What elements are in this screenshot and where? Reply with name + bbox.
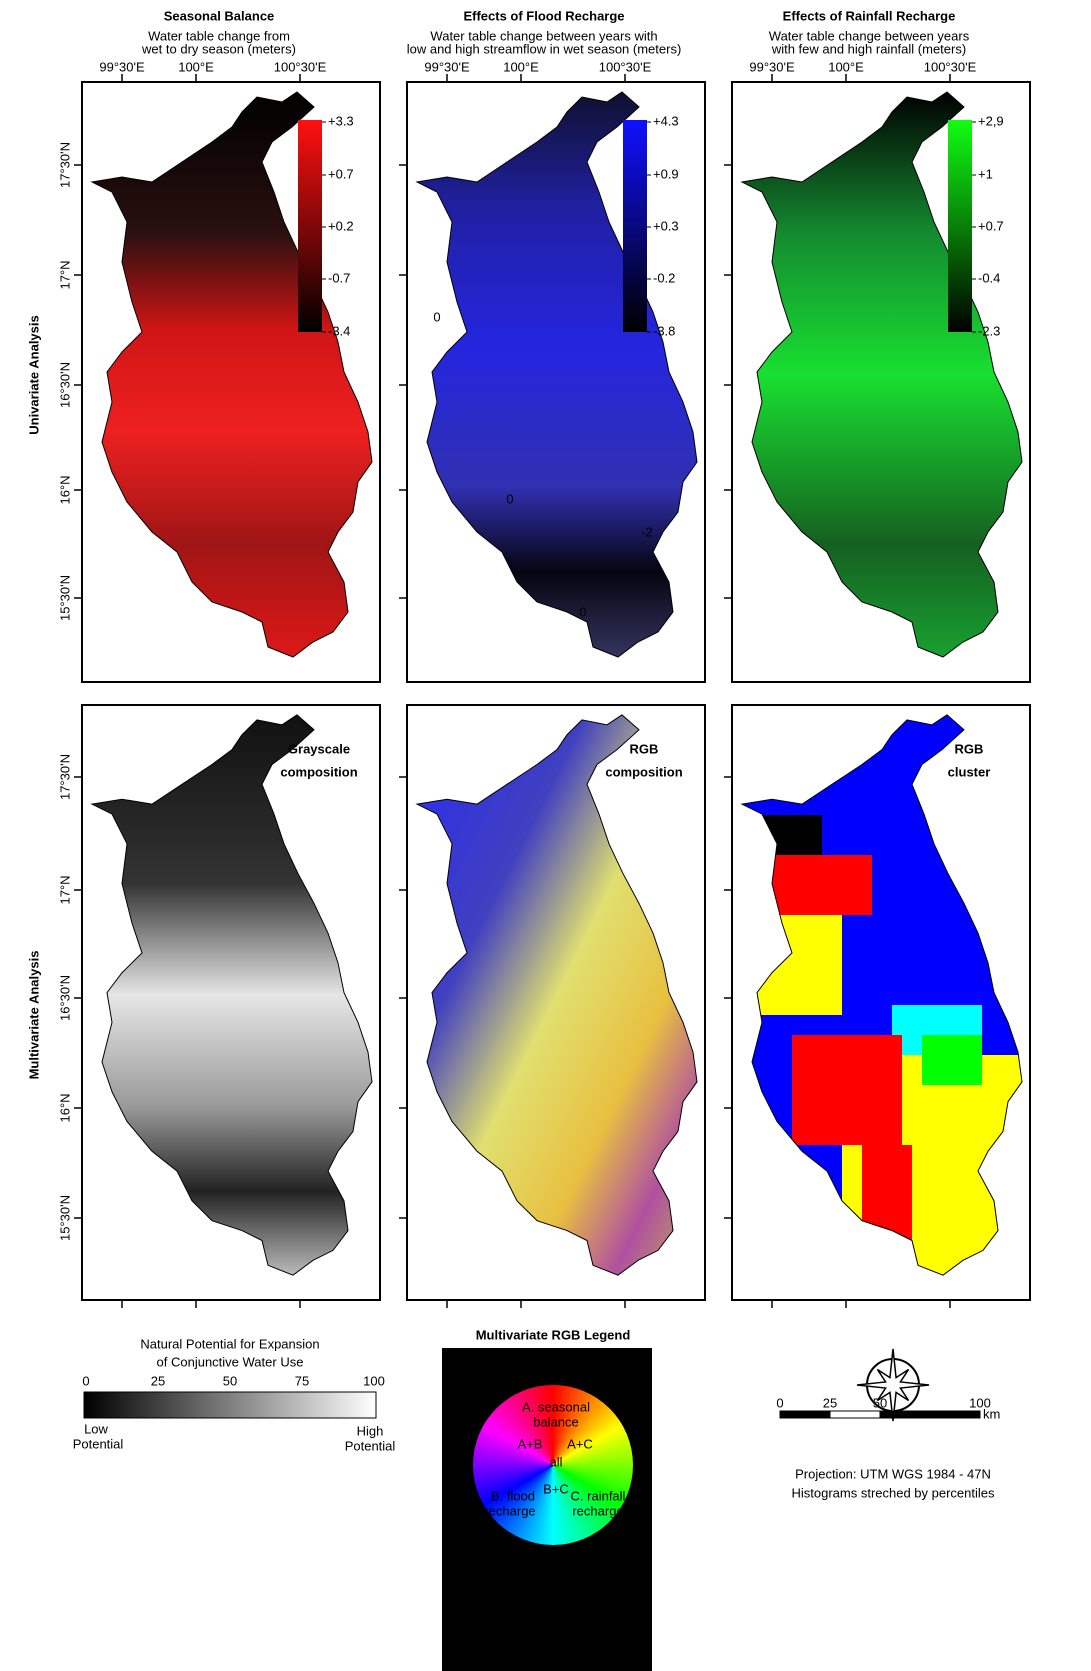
label: RGB (630, 741, 659, 756)
label: Grayscale (288, 741, 350, 756)
label: cluster (948, 764, 991, 779)
label: recharge (572, 1503, 623, 1518)
label: A. seasonal (522, 1399, 590, 1414)
label: Black: no favorable attributes (446, 1651, 614, 1666)
label: A+C (567, 1436, 593, 1451)
label: recharge (484, 1503, 535, 1518)
label: B+C (543, 1481, 569, 1496)
overlay: Grayscale composition RGB composition RGB clu… (0, 0, 1091, 1671)
label: C. rainfall (571, 1488, 626, 1503)
label: balance (533, 1414, 579, 1429)
label: B. flood (491, 1488, 535, 1503)
page: 99°30'E100°E100°30'ESeasonal BalanceWate… (0, 0, 1091, 1671)
label: composition (605, 764, 682, 779)
label: RGB (955, 741, 984, 756)
label: all (549, 1454, 562, 1469)
label: A+B (518, 1436, 543, 1451)
label: composition (280, 764, 357, 779)
